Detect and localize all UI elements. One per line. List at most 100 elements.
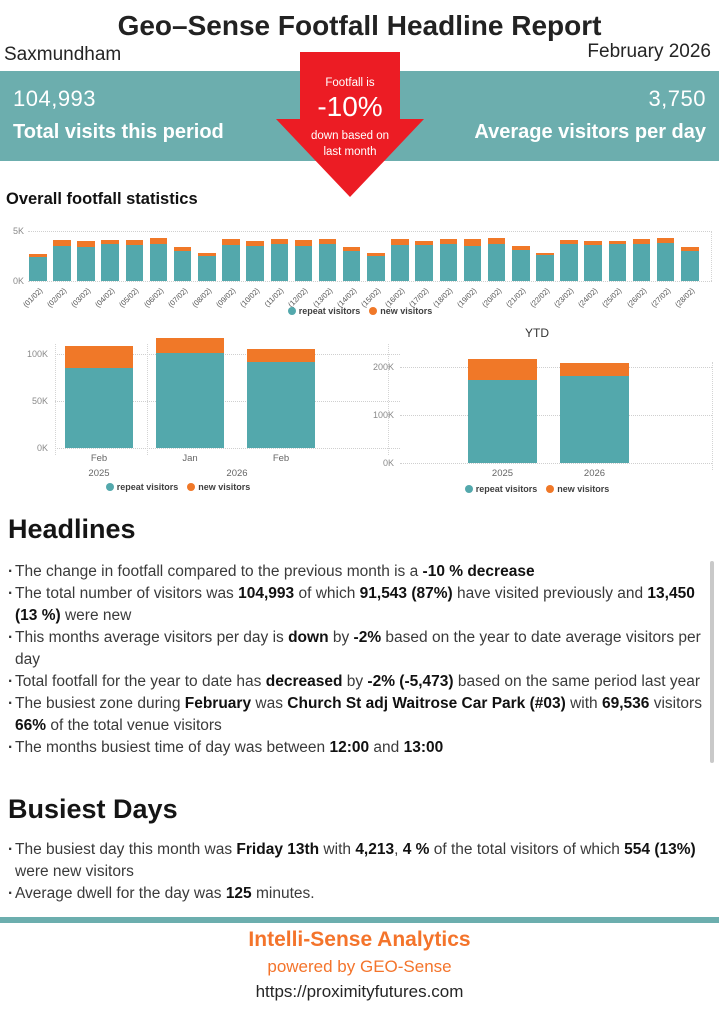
- bar-repeat-visitors[interactable]: [65, 367, 133, 448]
- bar-new-visitors[interactable]: [439, 239, 458, 244]
- bar-repeat-visitors[interactable]: [270, 244, 288, 281]
- bar-repeat-visitors[interactable]: [198, 256, 216, 281]
- gridline: [28, 231, 712, 232]
- legend-item-repeat-visitors[interactable]: repeat visitors: [287, 306, 361, 316]
- bar-new-visitors[interactable]: [415, 240, 433, 245]
- legend-item-new-visitors[interactable]: new visitors: [369, 306, 432, 316]
- bar-repeat-visitors[interactable]: [247, 361, 315, 448]
- bar-new-visitors[interactable]: [77, 240, 95, 247]
- bar-repeat-visitors[interactable]: [29, 257, 47, 281]
- bar-new-visitors[interactable]: [632, 238, 651, 244]
- bar-repeat-visitors[interactable]: [53, 246, 71, 281]
- bar-repeat-visitors[interactable]: [487, 243, 506, 281]
- bar-repeat-visitors[interactable]: [681, 251, 699, 281]
- bar-new-visitors[interactable]: [468, 358, 537, 381]
- gridline: [28, 281, 712, 282]
- bar-new-visitors[interactable]: [247, 349, 315, 362]
- bar-new-visitors[interactable]: [487, 237, 506, 244]
- kpi-total-visits: 104,993 Total visits this period: [13, 86, 224, 144]
- bar-repeat-visitors[interactable]: [391, 244, 409, 281]
- legend-item-new-visitors[interactable]: new visitors: [187, 482, 250, 492]
- bar-repeat-visitors[interactable]: [439, 244, 458, 281]
- legend-item-repeat-visitors[interactable]: repeat visitors: [105, 482, 179, 492]
- bar-repeat-visitors[interactable]: [342, 250, 361, 281]
- bar-new-visitors[interactable]: [342, 246, 361, 251]
- month-label: Feb: [90, 453, 108, 464]
- ytd-footfall-chart: YTD 0K 100K 200K 2025 2026 repeat visitors new …: [350, 322, 719, 504]
- bar-new-visitors[interactable]: [367, 252, 385, 256]
- bar-repeat-visitors[interactable]: [415, 244, 433, 281]
- bullet-item: The total number of visitors was 104,993…: [8, 583, 706, 627]
- legend-dot-icon: [546, 485, 555, 493]
- bar-new-visitors[interactable]: [53, 239, 71, 246]
- bar-new-visitors[interactable]: [156, 337, 224, 354]
- month-label: Jan: [182, 453, 198, 464]
- y-axis-tick: 5K: [12, 226, 24, 236]
- bar-repeat-visitors[interactable]: [560, 243, 578, 281]
- bar-new-visitors[interactable]: [101, 239, 119, 244]
- year-label: 2026: [226, 468, 248, 479]
- bar-new-visitors[interactable]: [29, 253, 47, 257]
- bar-new-visitors[interactable]: [318, 238, 337, 245]
- bar-new-visitors[interactable]: [198, 253, 216, 256]
- bar-repeat-visitors[interactable]: [125, 245, 144, 281]
- bar-repeat-visitors[interactable]: [584, 245, 602, 281]
- bar-new-visitors[interactable]: [125, 239, 144, 245]
- bar-repeat-visitors[interactable]: [512, 249, 530, 281]
- bar-new-visitors[interactable]: [222, 238, 240, 245]
- bar-new-visitors[interactable]: [584, 240, 602, 245]
- bar-new-visitors[interactable]: [681, 246, 699, 251]
- bar-repeat-visitors[interactable]: [149, 244, 168, 281]
- legend-item-new-visitors[interactable]: new visitors: [546, 484, 609, 494]
- bar-new-visitors[interactable]: [270, 239, 288, 244]
- bar-repeat-visitors[interactable]: [294, 245, 313, 281]
- legend-dot-icon: [287, 307, 296, 315]
- legend-item-repeat-visitors[interactable]: repeat visitors: [464, 484, 538, 494]
- bar-repeat-visitors[interactable]: [222, 244, 240, 281]
- busiest-days-list: The busiest day this month was Friday 13…: [8, 839, 706, 905]
- bar-repeat-visitors[interactable]: [463, 245, 482, 281]
- chart-legend: repeat visitors new visitors: [387, 484, 687, 494]
- bar-repeat-visitors[interactable]: [656, 243, 675, 281]
- bullet-item: The change in footfall compared to the p…: [8, 561, 706, 583]
- bar-new-visitors[interactable]: [512, 246, 530, 250]
- bar-repeat-visitors[interactable]: [77, 246, 95, 281]
- bar-repeat-visitors[interactable]: [101, 244, 119, 281]
- monthly-footfall-chart: 0K 50K 100K Feb Jan Feb 2025 2026 repeat visitor…: [0, 330, 420, 505]
- bar-new-visitors[interactable]: [463, 238, 482, 246]
- bar-repeat-visitors[interactable]: [632, 244, 651, 281]
- category-separator: [146, 344, 148, 455]
- bar-repeat-visitors[interactable]: [536, 255, 554, 281]
- bar-repeat-visitors[interactable]: [318, 244, 337, 281]
- bar-new-visitors[interactable]: [536, 252, 554, 255]
- bar-new-visitors[interactable]: [149, 238, 168, 244]
- legend-label: repeat visitors: [475, 484, 538, 494]
- bar-new-visitors[interactable]: [391, 239, 409, 245]
- legend-label: repeat visitors: [116, 482, 179, 492]
- bar-new-visitors[interactable]: [608, 240, 627, 244]
- bar-repeat-visitors[interactable]: [468, 380, 537, 463]
- bar-new-visitors[interactable]: [560, 239, 578, 244]
- bar-repeat-visitors[interactable]: [246, 245, 264, 281]
- gridline: [55, 448, 400, 449]
- bar-new-visitors[interactable]: [294, 240, 313, 246]
- bar-new-visitors[interactable]: [560, 362, 629, 376]
- period-label: February 2026: [587, 41, 711, 62]
- text-scrollbar[interactable]: [710, 561, 714, 763]
- category-separator: [388, 344, 389, 455]
- bar-new-visitors[interactable]: [173, 246, 192, 251]
- bar-repeat-visitors[interactable]: [608, 244, 627, 281]
- bar-repeat-visitors[interactable]: [367, 255, 385, 281]
- footfall-change-badge: Footfall is -10% down based on last mont…: [275, 52, 425, 198]
- bullet-item: The busiest day this month was Friday 13…: [8, 839, 706, 883]
- bar-repeat-visitors[interactable]: [560, 375, 629, 463]
- legend-label: repeat visitors: [298, 306, 361, 316]
- bar-new-visitors[interactable]: [246, 241, 264, 246]
- headlines-list: The change in footfall compared to the p…: [8, 561, 706, 759]
- page-title: Geo–Sense Footfall Headline Report: [117, 10, 602, 41]
- bar-new-visitors[interactable]: [656, 238, 675, 243]
- bar-repeat-visitors[interactable]: [173, 250, 192, 281]
- year-label: 2026: [583, 468, 606, 479]
- bar-new-visitors[interactable]: [65, 345, 133, 368]
- bar-repeat-visitors[interactable]: [156, 353, 224, 448]
